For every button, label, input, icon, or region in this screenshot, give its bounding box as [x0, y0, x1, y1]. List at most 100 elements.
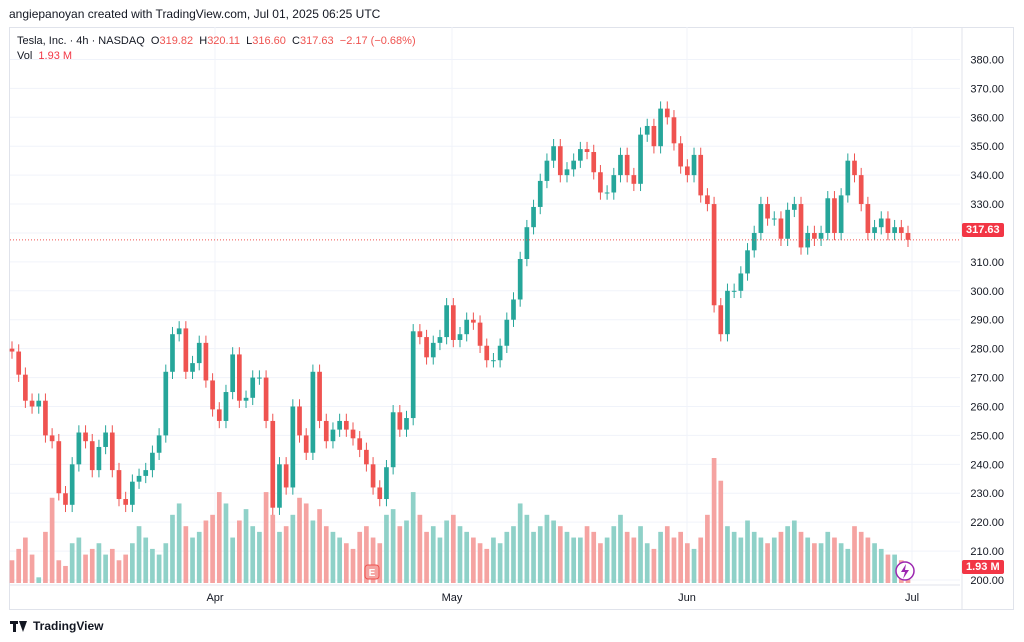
close-value: 317.63 [300, 35, 334, 47]
high-value: 320.11 [207, 35, 241, 47]
volume-bar [230, 537, 235, 583]
candle-body [885, 218, 891, 233]
candle-body [270, 420, 276, 508]
candle-body [898, 227, 904, 233]
volume-bar [109, 548, 115, 583]
volume-tag: 1.93 M [962, 560, 1004, 574]
ohlc-legend: Tesla, Inc. · 4h · NASDAQ O319.82 H320.1… [17, 34, 416, 64]
volume-bar [537, 526, 543, 583]
volume-bar [357, 531, 363, 583]
volume-bar [838, 543, 844, 583]
candle-body [83, 432, 88, 442]
volume-bar [43, 531, 48, 583]
x-tick-label: Jun [678, 592, 696, 604]
candle-body [16, 351, 22, 375]
volume-bar [491, 537, 496, 583]
earnings-marker-label: E [369, 568, 376, 579]
y-tick-label: 230.00 [970, 488, 1004, 500]
volume-bar [263, 492, 269, 583]
volume-bar [785, 526, 790, 583]
volume-bar [303, 503, 309, 583]
volume-bar [892, 554, 897, 583]
volume-bar [598, 543, 603, 583]
y-tick-label: 240.00 [970, 459, 1004, 471]
y-tick-label: 300.00 [970, 286, 1004, 298]
candle-body [450, 305, 456, 340]
volume-bar [216, 492, 222, 583]
symbol-label[interactable]: Tesla, Inc. · 4h · NASDAQ [17, 35, 145, 47]
volume-bar [83, 554, 88, 583]
volume-bar [711, 458, 717, 583]
candle-body [892, 227, 897, 233]
high-label: H [199, 35, 208, 47]
candle-body [698, 154, 704, 196]
candle-body [230, 354, 235, 393]
volume-bar [257, 531, 262, 583]
candle-body [497, 345, 503, 361]
volume-bar [123, 554, 129, 583]
candle-body [190, 363, 195, 372]
footer-brand[interactable]: TradingView [10, 619, 103, 633]
volume-bar [444, 520, 449, 583]
candle-body [798, 204, 804, 248]
candle-body [624, 154, 630, 176]
volume-bar [377, 543, 383, 583]
candle-body [196, 342, 202, 364]
candle-body [417, 331, 423, 338]
volume-bar [885, 554, 891, 583]
candle-body [878, 218, 884, 228]
candle-body [63, 493, 68, 505]
candle-body [49, 435, 55, 442]
candle-body [317, 371, 322, 421]
candle-body [9, 348, 15, 352]
volume-bar [424, 531, 429, 583]
volume-bar [243, 509, 249, 583]
candle-body [76, 432, 82, 465]
volume-bar [517, 503, 523, 583]
volume-bar [751, 531, 757, 583]
tradingview-logo-icon [10, 620, 28, 632]
candle-body [537, 180, 543, 207]
volume-bar [858, 531, 864, 583]
candle-body [23, 374, 28, 401]
volume-bar [725, 526, 730, 583]
y-tick-label: 340.00 [970, 170, 1004, 182]
volume-bar [237, 520, 242, 583]
last-price-tag: 317.63 [962, 223, 1004, 237]
candle-body [838, 195, 844, 233]
volume-bar [69, 543, 75, 583]
candle-body [203, 342, 209, 381]
volume-value: 1.93 M [38, 50, 73, 62]
candle-body [69, 464, 75, 505]
candle-body [718, 305, 724, 335]
volume-bar [564, 531, 570, 583]
candle-body [397, 412, 403, 430]
change-value: −2.17 (−0.68%) [339, 35, 416, 47]
candle-body [658, 108, 663, 147]
footer-brand-label: TradingView [33, 619, 104, 633]
candle-body [618, 154, 623, 176]
volume-bar [9, 560, 15, 583]
volume-bar [852, 526, 857, 583]
candle-body [310, 371, 316, 453]
volume-bar [23, 537, 28, 583]
volume-bar [531, 531, 536, 583]
candle-body [36, 400, 42, 407]
candle-body [564, 169, 570, 176]
volume-bar [270, 514, 276, 583]
volume-bar [758, 537, 764, 583]
candle-body [517, 259, 523, 300]
volume-bar [170, 514, 175, 583]
candle-body [183, 328, 189, 372]
candle-body [364, 449, 369, 465]
candle-body [404, 418, 409, 430]
y-tick-label: 250.00 [970, 430, 1004, 442]
candle-body [130, 481, 135, 505]
volume-label: Vol [17, 50, 33, 62]
chart-frame[interactable] [9, 27, 1014, 610]
volume-bar [584, 526, 590, 583]
candle-body [237, 354, 242, 401]
candle-body [176, 328, 182, 335]
y-tick-label: 370.00 [970, 83, 1004, 95]
